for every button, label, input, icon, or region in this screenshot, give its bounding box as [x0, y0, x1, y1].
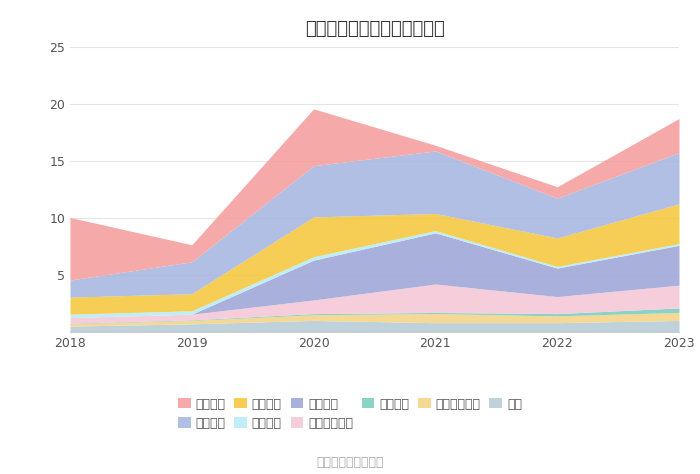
Title: 历年主要负债堆积图（亿元）: 历年主要负债堆积图（亿元）: [304, 19, 444, 37]
Legend: 短期借款, 应付票据, 应付账款, 预收款项, 合同负债, 应付职工薪酬, 长期借款, 长期递延收益, 其它: 短期借款, 应付票据, 应付账款, 预收款项, 合同负债, 应付职工薪酬, 长期…: [178, 398, 522, 430]
Text: 数据来源：恒生聚源: 数据来源：恒生聚源: [316, 456, 384, 469]
